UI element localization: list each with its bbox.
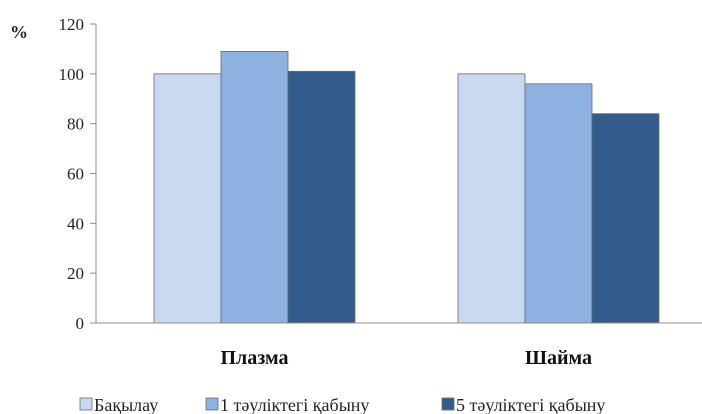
legend-swatch bbox=[441, 397, 455, 411]
y-tick-label: 40 bbox=[67, 214, 84, 233]
bar-1-0 bbox=[457, 73, 526, 324]
y-tick-label: 20 bbox=[67, 264, 84, 283]
bar-0-2 bbox=[287, 70, 356, 324]
legend-label: Бақылау bbox=[94, 395, 158, 414]
legend-label: 5 тәуліктегі қабыну bbox=[456, 395, 605, 414]
legend-label: 1 тәуліктегі қабыну bbox=[220, 395, 369, 414]
bar-1-2 bbox=[591, 113, 660, 324]
y-tick-label: 120 bbox=[59, 15, 85, 34]
bar-1-1 bbox=[524, 83, 593, 324]
y-axis-label: % bbox=[10, 22, 28, 42]
y-tick-label: 100 bbox=[59, 65, 85, 84]
y-tick-label: 0 bbox=[76, 314, 85, 333]
bar-0-1 bbox=[220, 51, 289, 324]
y-tick-label: 80 bbox=[67, 115, 84, 134]
bar-0-0 bbox=[153, 73, 222, 324]
category-label: Плазма bbox=[220, 347, 288, 369]
y-tick-label: 60 bbox=[67, 165, 84, 184]
legend-swatch bbox=[79, 397, 93, 411]
category-label: Шайма bbox=[525, 347, 592, 369]
legend-swatch bbox=[205, 397, 219, 411]
